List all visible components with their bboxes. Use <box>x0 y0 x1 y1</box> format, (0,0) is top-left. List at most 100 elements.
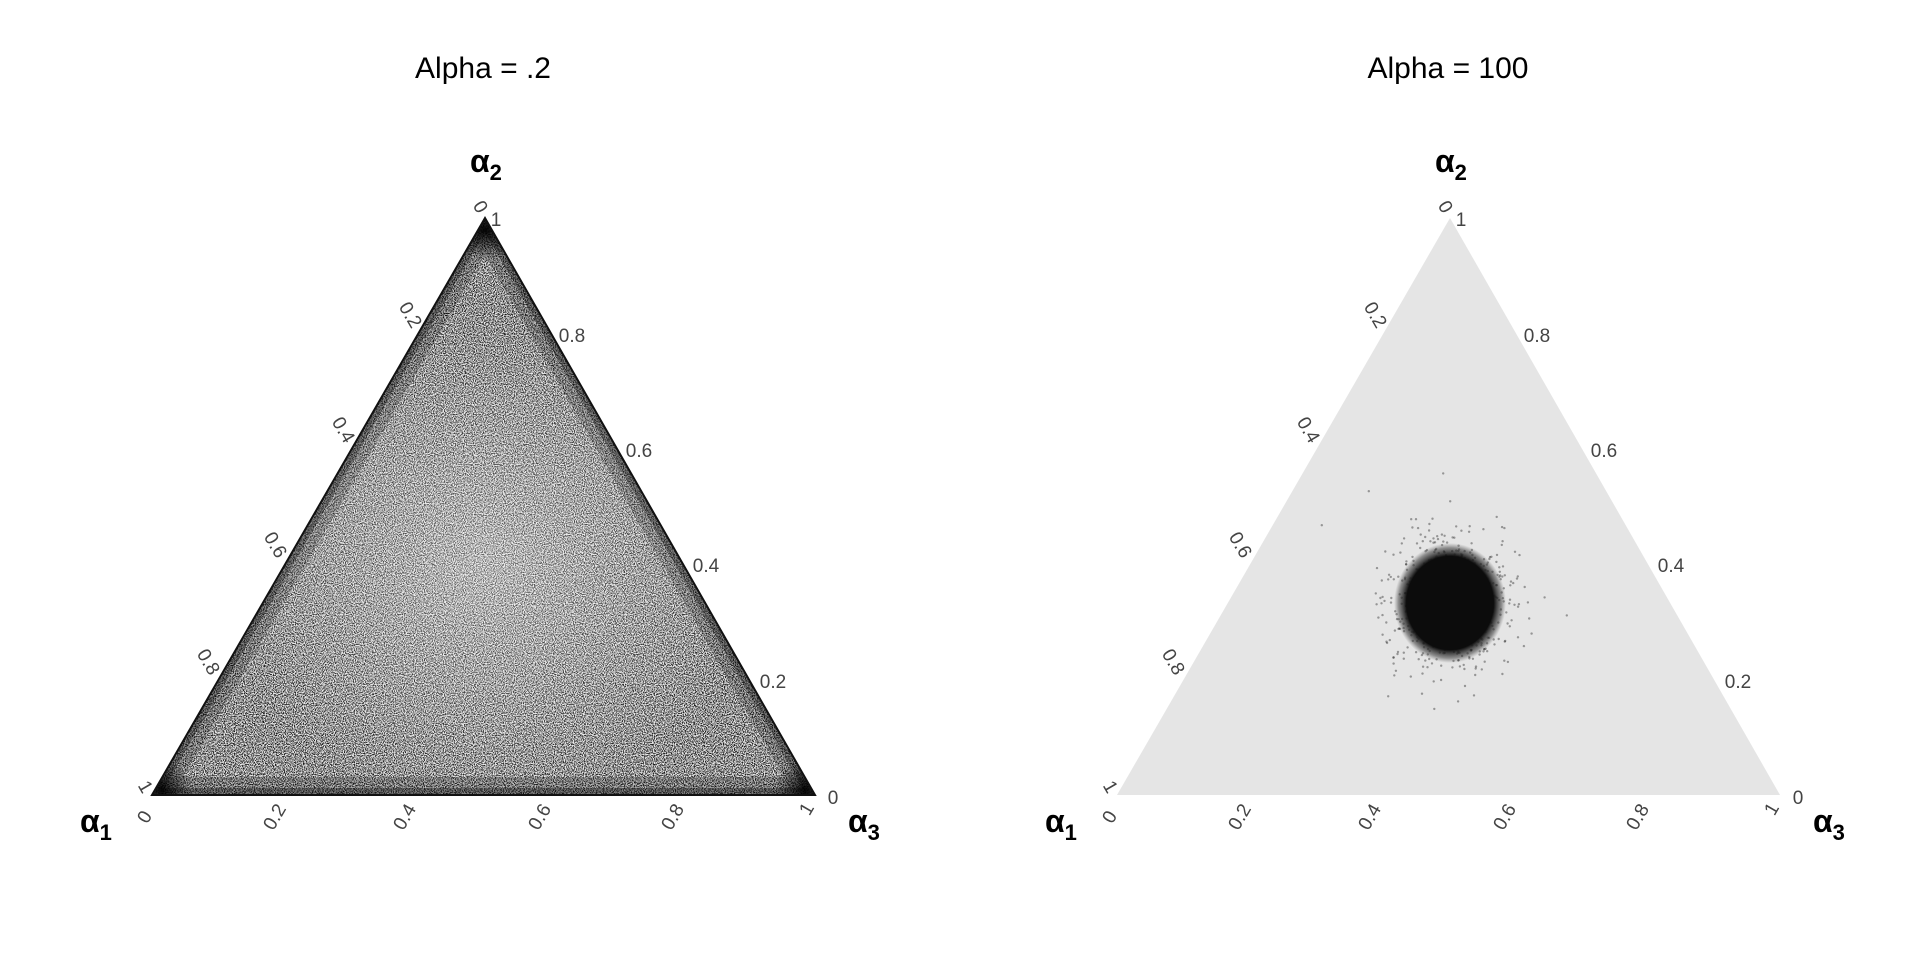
scatter-point <box>1375 603 1378 606</box>
axis-label-alpha2: α2 <box>470 143 502 185</box>
scatter-point <box>1367 490 1371 493</box>
scatter-point <box>1383 599 1386 603</box>
scatter-point <box>1390 596 1393 600</box>
scatter-cluster <box>1394 543 1506 663</box>
scatter-point <box>1420 692 1424 695</box>
scatter-point <box>1402 651 1406 654</box>
scatter-point <box>1389 575 1393 579</box>
scatter-point <box>1565 614 1569 617</box>
scatter-point <box>1508 598 1512 601</box>
scatter-point <box>1543 596 1546 599</box>
tick-label: 0 <box>133 807 156 827</box>
scatter-point <box>1455 525 1458 528</box>
scatter-point <box>1513 603 1516 606</box>
scatter-point <box>1526 601 1530 604</box>
scatter-point <box>1467 530 1471 533</box>
scatter-point <box>1451 666 1454 669</box>
tick-label: 0.2 <box>1725 672 1751 693</box>
scatter-point <box>1516 575 1520 578</box>
scatter-point <box>1399 551 1402 554</box>
scatter-point <box>1419 546 1422 550</box>
scatter-point <box>1416 526 1420 530</box>
scatter-point <box>1414 651 1418 654</box>
scatter-point <box>1380 602 1383 605</box>
scatter-point <box>1431 517 1434 520</box>
scatter-point <box>1421 672 1424 675</box>
ternary-outline <box>150 215 817 796</box>
scatter-point <box>1405 560 1408 563</box>
scatter-point <box>1530 632 1533 635</box>
scatter-point <box>1419 533 1422 536</box>
axis-label-alpha3: α3 <box>848 803 880 845</box>
scatter-point <box>1377 616 1380 619</box>
scatter-point <box>1381 595 1384 599</box>
scatter-point <box>1508 602 1511 605</box>
scatter-point <box>1388 638 1392 642</box>
scatter-points <box>1320 472 1569 711</box>
scatter-point <box>1503 640 1507 643</box>
scatter-point <box>1512 581 1515 585</box>
scatter-point <box>1508 625 1512 628</box>
scatter-point <box>1397 575 1400 578</box>
ternary-background <box>1117 218 1780 795</box>
tick-label: 0.6 <box>1490 801 1521 834</box>
scatter-point <box>1421 665 1425 668</box>
tick-label: 0.4 <box>327 414 359 448</box>
scatter-point <box>1500 543 1504 547</box>
tick-label: 0.8 <box>658 801 689 834</box>
tick-label: 0 <box>1793 788 1804 809</box>
tick-labels-right: 1 0.8 0.6 0.4 0.2 0 <box>1456 210 1804 809</box>
scatter-point <box>1516 605 1520 608</box>
tick-label: 0 <box>1098 807 1121 827</box>
ternary-panel-alpha-0.2: Alpha = .2 0 0.2 0.4 0.6 0.8 1 0 0.2 0.4… <box>80 52 880 845</box>
scatter-point <box>1392 578 1396 581</box>
scatter-point <box>1429 540 1432 543</box>
scatter-point <box>1501 575 1504 578</box>
scatter-point <box>1509 584 1512 587</box>
scatter-point <box>1456 700 1460 703</box>
ternary-panel-alpha-100: Alpha = 100 0 0.2 0.4 0.6 0.8 1 0 0.2 0.… <box>1045 52 1845 845</box>
scatter-point <box>1498 566 1501 569</box>
scatter-point <box>1409 675 1413 678</box>
scatter-point <box>1460 529 1463 532</box>
scatter-point <box>1495 560 1498 564</box>
scatter-point <box>1472 694 1476 697</box>
scatter-point <box>1449 500 1452 503</box>
scatter-point <box>1517 603 1521 606</box>
scatter-point <box>1506 660 1510 664</box>
scatter-point <box>1381 633 1384 636</box>
scatter-point <box>1433 541 1437 544</box>
scatter-point <box>1509 580 1513 583</box>
tick-labels-bottom: 0 0.2 0.4 0.6 0.8 1 <box>133 799 818 834</box>
scatter-point <box>1421 540 1425 543</box>
scatter-point <box>1432 537 1435 540</box>
scatter-point <box>1397 627 1400 631</box>
scatter-point <box>1394 669 1398 672</box>
tick-label: 0 <box>1433 197 1456 217</box>
scatter-point <box>1497 637 1500 641</box>
scatter-point <box>1379 596 1382 600</box>
scatter-point <box>1375 566 1379 570</box>
scatter-point <box>1480 668 1484 671</box>
scatter-point <box>1392 553 1395 556</box>
scatter-point <box>1432 541 1435 544</box>
scatter-point <box>1393 629 1397 632</box>
tick-label: 0.6 <box>259 529 290 562</box>
scatter-point <box>1393 674 1396 677</box>
scatter-point <box>1463 667 1466 671</box>
axis-label-alpha2: α2 <box>1435 143 1467 185</box>
scatter-point <box>1392 656 1395 659</box>
scatter-point <box>1396 650 1400 654</box>
scatter-point <box>1430 662 1434 665</box>
scatter-point <box>1374 592 1378 595</box>
tick-label: 0.4 <box>1292 414 1324 448</box>
tick-label: 0.8 <box>1623 801 1654 834</box>
scatter-point <box>1385 641 1389 645</box>
scatter-point <box>1486 650 1489 653</box>
tick-label: 0.6 <box>1224 529 1255 562</box>
tick-label: 0.2 <box>1359 299 1390 332</box>
scatter-point <box>1410 518 1413 521</box>
scatter-point <box>1443 534 1446 537</box>
scatter-point <box>1385 621 1388 624</box>
tick-label: 0.8 <box>192 646 223 679</box>
